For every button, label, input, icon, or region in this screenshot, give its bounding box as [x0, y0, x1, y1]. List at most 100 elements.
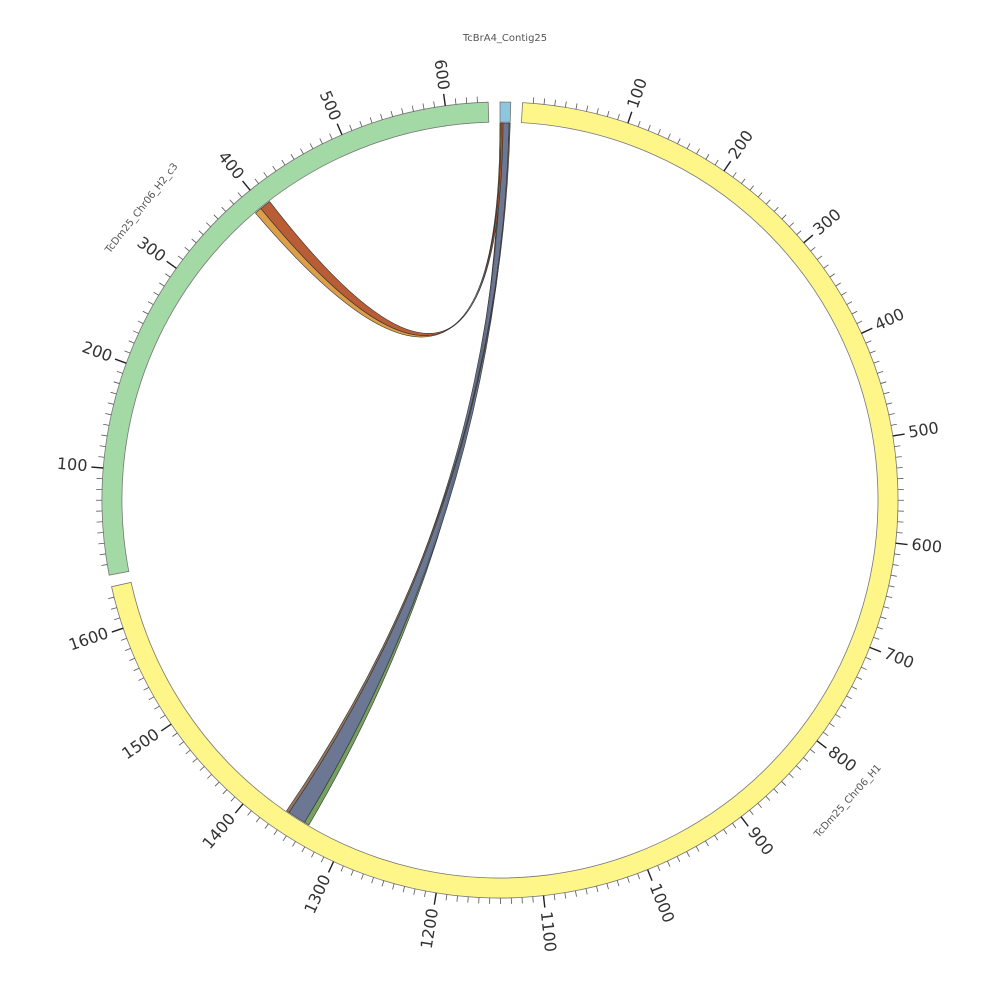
- minor-tick: [221, 206, 227, 212]
- minor-tick: [110, 607, 117, 610]
- major-tick: [242, 180, 251, 191]
- major-tick: [627, 111, 633, 124]
- minor-tick: [300, 148, 304, 155]
- minor-tick: [627, 876, 630, 883]
- minor-tick: [237, 192, 243, 198]
- minor-tick: [543, 98, 546, 105]
- major-tick: [816, 740, 827, 749]
- major-tick: [869, 646, 882, 653]
- minor-tick: [705, 154, 710, 160]
- minor-tick: [263, 172, 268, 178]
- minor-tick: [677, 138, 681, 144]
- minor-tick: [159, 282, 165, 287]
- minor-tick: [732, 172, 737, 178]
- minor-tick: [585, 888, 588, 895]
- minor-tick: [846, 301, 853, 305]
- minor-tick: [606, 110, 610, 117]
- minor-tick: [564, 892, 567, 899]
- minor-tick: [413, 888, 416, 895]
- minor-tick: [199, 766, 205, 771]
- minor-tick: [657, 865, 661, 872]
- minor-tick: [129, 657, 135, 662]
- ideogram: [111, 102, 899, 899]
- minor-tick: [723, 829, 728, 835]
- minor-tick: [873, 636, 880, 640]
- minor-tick: [686, 143, 691, 149]
- minor-tick: [107, 402, 114, 405]
- minor-tick: [865, 340, 872, 344]
- minor-tick: [380, 113, 383, 120]
- minor-tick: [757, 802, 762, 809]
- minor-tick: [108, 596, 115, 600]
- minor-tick: [456, 895, 458, 902]
- tick-label: 300: [809, 205, 845, 239]
- minor-tick: [773, 206, 779, 212]
- minor-tick: [137, 320, 144, 324]
- minor-tick: [402, 886, 405, 893]
- minor-tick: [301, 846, 306, 853]
- major-tick: [442, 93, 446, 106]
- minor-tick: [154, 705, 160, 710]
- minor-tick: [340, 865, 344, 872]
- minor-tick: [371, 877, 374, 884]
- minor-tick: [829, 273, 835, 278]
- minor-tick: [138, 677, 145, 681]
- minor-tick: [732, 822, 737, 829]
- tick-label: 1000: [646, 881, 679, 926]
- minor-tick: [101, 434, 108, 437]
- minor-tick: [888, 585, 895, 588]
- minor-tick: [105, 413, 112, 416]
- minor-tick: [894, 553, 901, 556]
- minor-tick: [883, 391, 890, 395]
- tick-label: 500: [907, 418, 940, 442]
- minor-tick: [788, 773, 794, 779]
- minor-tick: [749, 185, 754, 191]
- minor-tick: [191, 238, 197, 244]
- minor-tick: [349, 124, 353, 131]
- minor-tick: [198, 230, 204, 235]
- minor-tick: [667, 133, 671, 140]
- minor-tick: [865, 656, 872, 661]
- minor-tick: [255, 817, 261, 823]
- tick-label: 100: [623, 76, 651, 111]
- minor-tick: [114, 617, 120, 621]
- major-tick: [91, 466, 104, 469]
- minor-tick: [229, 199, 235, 205]
- minor-tick: [142, 310, 149, 315]
- minor-tick: [835, 713, 841, 718]
- minor-tick: [319, 138, 323, 144]
- minor-tick: [765, 795, 771, 801]
- major-tick: [892, 433, 905, 437]
- minor-tick: [132, 330, 139, 334]
- minor-tick: [184, 247, 190, 252]
- minor-tick: [888, 413, 895, 416]
- tick-label: 500: [316, 88, 346, 124]
- minor-tick: [192, 758, 198, 763]
- major-tick: [803, 234, 814, 244]
- minor-tick: [99, 553, 106, 556]
- minor-tick: [230, 796, 236, 802]
- minor-tick: [840, 704, 847, 709]
- minor-tick: [869, 350, 876, 354]
- major-tick: [861, 327, 873, 334]
- minor-tick: [128, 340, 135, 344]
- minor-tick: [282, 835, 287, 842]
- minor-tick: [657, 129, 661, 135]
- tick-label: 1100: [537, 910, 560, 953]
- minor-tick: [564, 101, 567, 108]
- minor-tick: [320, 856, 325, 863]
- minor-tick: [350, 869, 354, 876]
- minor-tick: [178, 741, 184, 746]
- minor-tick: [714, 159, 719, 166]
- major-tick: [160, 723, 172, 732]
- minor-tick: [369, 117, 373, 124]
- tick-label: 900: [744, 823, 778, 859]
- minor-tick: [411, 105, 414, 112]
- minor-tick: [880, 381, 887, 384]
- minor-tick: [883, 606, 890, 609]
- tick-label: 400: [214, 147, 248, 183]
- minor-tick: [686, 851, 690, 857]
- minor-tick: [121, 637, 127, 641]
- minor-tick: [143, 687, 150, 691]
